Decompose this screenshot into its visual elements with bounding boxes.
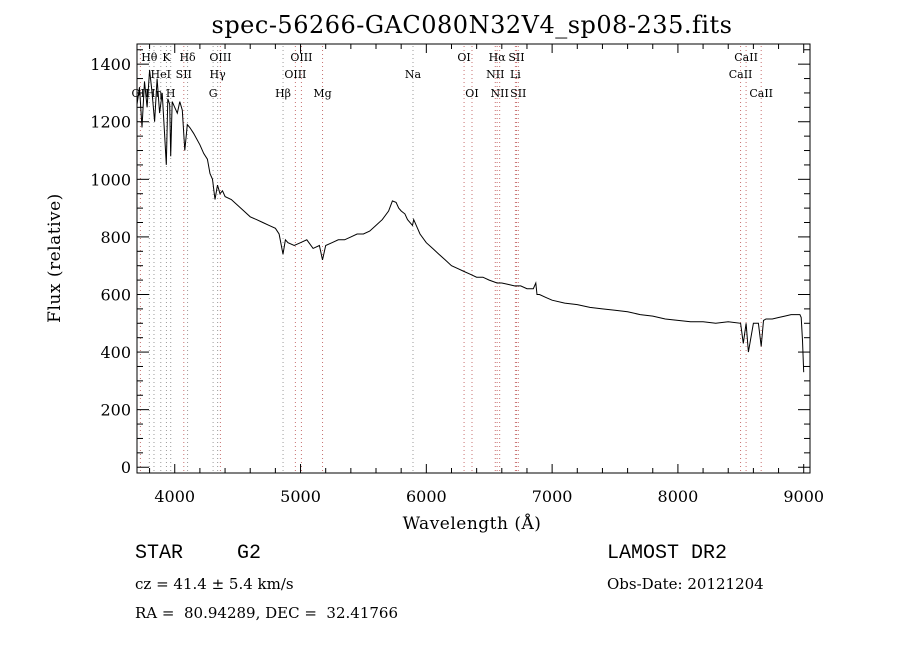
- line-label-11: Hβ: [275, 87, 291, 100]
- survey-name: LAMOST DR2: [607, 542, 728, 565]
- line-label-9: Hγ: [210, 68, 227, 81]
- line-label-16: OI: [457, 51, 470, 64]
- x-axis: 4000 5000 6000 7000 8000 9000: [149, 44, 824, 506]
- line-label-0: Hθ: [141, 51, 158, 64]
- line-label-6: SII: [176, 68, 192, 81]
- line-label-23: SII: [510, 87, 526, 100]
- x-tick-label: 8000: [658, 487, 699, 506]
- y-axis: 0 200 400 600 800 1000 1200 1400: [90, 49, 810, 477]
- x-tick-label: 6000: [406, 487, 447, 506]
- plot-frame: [136, 43, 811, 474]
- y-tick-label: 400: [100, 343, 131, 362]
- line-label-20: NII: [491, 87, 509, 100]
- line-label-25: CaII: [729, 68, 753, 81]
- y-tick-label: 0: [121, 458, 131, 477]
- line-label-15: Na: [405, 68, 422, 81]
- x-tick-label: 5000: [280, 487, 321, 506]
- line-label-19: NII: [486, 68, 504, 81]
- line-label-17: OI: [465, 87, 478, 100]
- x-tick-label: 7000: [532, 487, 573, 506]
- y-tick-label: 1200: [90, 113, 131, 132]
- line-label-13: OIII: [284, 68, 306, 81]
- sky-coordinates: RA = 80.94289, DEC = 32.41766: [135, 604, 399, 622]
- chart-title: spec-56266-GAC080N32V4_sp08-235.fits: [212, 11, 733, 39]
- line-label-21: SII: [508, 51, 524, 64]
- line-label-22: Li: [510, 68, 521, 81]
- observation-date: Obs-Date: 20121204: [607, 575, 764, 593]
- line-label-7: Hδ: [179, 51, 196, 64]
- y-tick-label: 1400: [90, 55, 131, 74]
- y-axis-label: Flux (relative): [45, 193, 65, 323]
- x-tick-label: 4000: [154, 487, 195, 506]
- object-class: STAR: [135, 542, 184, 565]
- line-label-4: K: [162, 51, 171, 64]
- y-tick-label: 800: [100, 228, 131, 247]
- line-label-3: HeI: [151, 68, 171, 81]
- y-tick-label: 200: [100, 401, 131, 420]
- line-label-12: OIII: [290, 51, 312, 64]
- line-label-24: CaII: [734, 51, 758, 64]
- line-label-26: CaII: [749, 87, 773, 100]
- line-label-18: Hα: [489, 51, 507, 64]
- x-tick-label: 9000: [783, 487, 824, 506]
- line-label-1: OII: [132, 87, 150, 100]
- line-label-8: OIII: [209, 51, 231, 64]
- spectrum-line: [136, 69, 805, 373]
- spectral-line-markers: [139, 46, 762, 473]
- redshift-velocity: cz = 41.4 ± 5.4 km/s: [135, 575, 294, 593]
- x-axis-label: Wavelength (Å): [403, 513, 542, 534]
- line-label-10: G: [209, 87, 218, 100]
- line-label-14: Mg: [313, 87, 331, 100]
- line-label-5: H: [166, 87, 176, 100]
- y-tick-label: 600: [100, 285, 131, 304]
- y-tick-label: 1000: [90, 170, 131, 189]
- object-subclass: G2: [237, 542, 262, 565]
